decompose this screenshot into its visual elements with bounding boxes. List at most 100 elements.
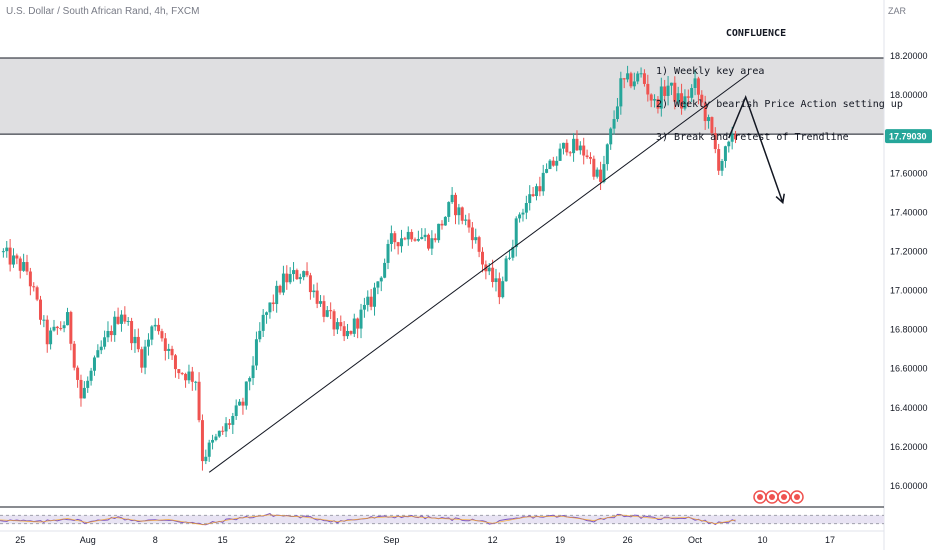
candle-body — [713, 133, 717, 150]
candle-body — [177, 369, 181, 374]
candle-body — [599, 169, 603, 182]
candle-body — [619, 78, 623, 107]
candle-body — [352, 318, 356, 334]
candle-body — [373, 287, 377, 307]
economic-event-icon-dot — [769, 494, 775, 500]
candle-body — [457, 207, 461, 216]
candle-body — [288, 274, 292, 283]
candle-body — [72, 343, 76, 368]
candle-body — [160, 331, 164, 339]
candle-body — [305, 271, 309, 276]
candle-body — [494, 278, 498, 282]
candle-body — [346, 330, 350, 337]
last-price-badge — [885, 129, 932, 144]
candle-body — [103, 337, 107, 347]
candle-body — [491, 267, 495, 282]
candle-body — [227, 423, 231, 425]
candle-body — [723, 146, 727, 162]
candle-body — [11, 255, 15, 265]
projection-arrowhead — [775, 193, 785, 205]
economic-event-icon-dot — [794, 494, 800, 500]
candle-body — [575, 138, 579, 151]
candle-body — [265, 312, 269, 315]
time-tick-label: 22 — [285, 535, 295, 545]
candle-body — [433, 238, 437, 241]
candle-body — [703, 102, 707, 122]
candle-body — [96, 350, 100, 358]
candle-body — [632, 81, 636, 87]
candle-body — [342, 326, 346, 337]
confluence-note: CONFLUENCE 1) Weekly key area 2) Weekly … — [656, 6, 903, 154]
candle-body — [696, 78, 700, 95]
candle-body — [673, 82, 677, 102]
candle-body — [602, 164, 606, 182]
time-tick-label: 12 — [488, 535, 498, 545]
candle-body — [366, 296, 370, 305]
confluence-title: CONFLUENCE — [725, 28, 787, 39]
candle-body — [65, 312, 69, 326]
candle-body — [501, 281, 505, 298]
candle-body — [362, 304, 366, 310]
candle-body — [413, 239, 417, 241]
candle-body — [8, 247, 12, 265]
candle-body — [238, 401, 242, 406]
candle-body — [572, 138, 576, 154]
candle-body — [639, 73, 643, 75]
candle-body — [592, 158, 596, 177]
candle-body — [656, 99, 660, 109]
candle-body — [234, 405, 238, 416]
candle-body — [400, 238, 404, 247]
candle-body — [396, 242, 400, 247]
price-tick-label: 16.80000 — [890, 325, 928, 335]
candle-body — [197, 381, 201, 421]
confluence-line: 2) Weekly bearish Price Action setting u… — [656, 99, 903, 110]
candle-body — [150, 326, 154, 340]
candle-body — [194, 381, 198, 383]
candle-body — [45, 319, 49, 345]
candle-body — [275, 285, 279, 305]
candle-body — [1, 251, 5, 253]
candle-body — [143, 346, 147, 368]
candle-body — [356, 318, 360, 329]
candle-body — [221, 430, 225, 432]
price-tick-label: 18.20000 — [890, 51, 928, 61]
candle-body — [173, 355, 177, 370]
time-tick-label: Aug — [80, 535, 96, 545]
candle-body — [551, 160, 555, 166]
candle-body — [59, 328, 63, 330]
candle-body — [565, 142, 569, 153]
candle-body — [524, 203, 528, 213]
candle-body — [734, 134, 738, 140]
candle-body — [609, 128, 613, 145]
candle-body — [157, 324, 161, 332]
candle-body — [666, 85, 670, 96]
economic-event-icon-dot — [757, 494, 763, 500]
candle-body — [35, 287, 39, 300]
candle-body — [214, 436, 218, 440]
currency-label: ZAR — [888, 6, 906, 16]
candle-body — [18, 258, 22, 271]
candle-body — [504, 258, 508, 282]
candle-body — [55, 326, 59, 329]
candle-body — [511, 247, 515, 258]
candle-body — [278, 285, 282, 293]
candle-body — [49, 330, 53, 345]
candle-body — [231, 415, 235, 425]
candle-body — [653, 99, 657, 101]
candle-body — [190, 371, 194, 382]
time-tick-label: 15 — [218, 535, 228, 545]
candle-body — [224, 423, 228, 432]
candle-body — [369, 296, 373, 307]
price-tick-label: 16.20000 — [890, 442, 928, 452]
candle-body — [676, 93, 680, 102]
candle-body — [42, 319, 46, 321]
candle-body — [693, 78, 697, 88]
candle-body — [717, 149, 721, 171]
candle-body — [15, 255, 19, 259]
time-tick-label: 17 — [825, 535, 835, 545]
key-area-zone — [0, 57, 884, 135]
candle-body — [430, 238, 434, 249]
candle-body — [629, 73, 633, 87]
candle-body — [28, 271, 32, 287]
candle-body — [518, 214, 522, 219]
